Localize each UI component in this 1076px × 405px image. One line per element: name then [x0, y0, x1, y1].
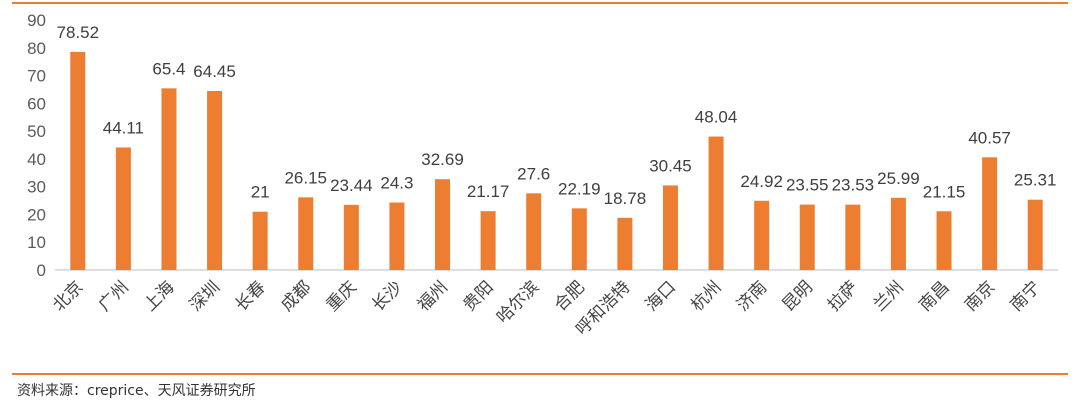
category-label: 杭州 — [687, 277, 725, 315]
category-label: 长沙 — [368, 277, 406, 315]
data-label: 27.6 — [517, 164, 550, 183]
data-label: 26.15 — [284, 168, 327, 187]
y-tick-label: 80 — [27, 39, 46, 58]
y-tick-label: 10 — [27, 233, 46, 252]
bar — [799, 204, 815, 270]
data-label: 21.17 — [467, 182, 510, 201]
y-tick-label: 40 — [27, 150, 46, 169]
category-label: 福州 — [414, 277, 452, 315]
category-label: 贵阳 — [459, 277, 497, 315]
data-label: 24.92 — [740, 172, 783, 191]
bar — [662, 185, 678, 270]
bar — [982, 157, 998, 270]
y-tick-label: 0 — [37, 261, 46, 280]
data-label: 78.52 — [57, 23, 100, 42]
bar — [389, 202, 405, 270]
category-label: 昆明 — [779, 277, 817, 315]
data-label: 40.57 — [968, 128, 1011, 147]
bar — [207, 90, 223, 270]
category-label: 兰州 — [870, 277, 908, 315]
bar — [708, 136, 724, 270]
data-label: 65.4 — [152, 59, 185, 78]
category-label: 北京 — [49, 277, 87, 315]
data-label: 23.53 — [832, 176, 875, 195]
bar — [161, 88, 177, 270]
bottom-rule — [12, 373, 1068, 375]
y-tick-label: 90 — [27, 11, 46, 30]
data-label: 32.69 — [421, 150, 464, 169]
category-label: 海口 — [642, 277, 680, 315]
bar — [252, 211, 268, 270]
bar — [343, 204, 359, 270]
category-label: 长春 — [232, 277, 270, 315]
category-label: 南宁 — [1007, 277, 1045, 315]
bar — [526, 193, 542, 270]
data-label: 24.3 — [380, 174, 413, 193]
data-label: 23.44 — [330, 176, 373, 195]
y-tick-label: 70 — [27, 67, 46, 86]
category-label: 哈尔滨 — [493, 277, 543, 327]
category-label: 拉萨 — [824, 277, 862, 315]
bar — [298, 197, 314, 270]
bar — [480, 211, 496, 270]
y-tick-label: 20 — [27, 205, 46, 224]
bar — [754, 200, 770, 270]
bar — [617, 217, 633, 270]
category-label: 合肥 — [551, 277, 589, 315]
category-label: 广州 — [95, 277, 133, 315]
bar — [890, 197, 906, 270]
category-label: 深圳 — [186, 277, 224, 315]
data-label: 23.55 — [786, 176, 829, 195]
data-label: 30.45 — [649, 156, 692, 175]
data-label: 25.31 — [1014, 171, 1057, 190]
bar — [1027, 199, 1043, 270]
category-label: 重庆 — [323, 277, 361, 315]
data-label: 21 — [251, 183, 270, 202]
category-label: 济南 — [733, 277, 771, 315]
y-tick-label: 60 — [27, 94, 46, 113]
data-label: 64.45 — [193, 62, 236, 81]
data-label: 48.04 — [695, 108, 738, 127]
bar — [571, 208, 587, 270]
category-label: 南京 — [961, 277, 999, 315]
category-label: 上海 — [140, 277, 178, 315]
category-label: 南昌 — [915, 277, 953, 315]
top-rule — [12, 2, 1068, 4]
bar — [115, 147, 131, 270]
bar — [435, 179, 451, 270]
bar — [845, 204, 861, 270]
category-label: 成都 — [277, 277, 315, 315]
bar — [70, 51, 86, 271]
data-label: 22.19 — [558, 179, 601, 198]
y-tick-label: 30 — [27, 178, 46, 197]
data-label: 44.11 — [103, 118, 144, 137]
source-note: 资料来源：creprice、天风证券研究所 — [17, 383, 256, 399]
data-label: 21.15 — [923, 182, 966, 201]
data-label: 25.99 — [877, 169, 920, 188]
data-label: 18.78 — [604, 189, 647, 208]
y-tick-label: 50 — [27, 122, 46, 141]
bar — [936, 211, 952, 270]
